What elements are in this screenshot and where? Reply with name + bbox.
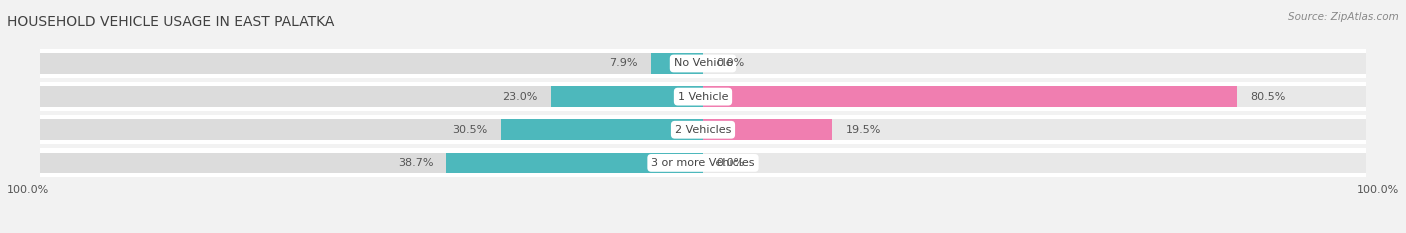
Text: 100.0%: 100.0% — [1357, 185, 1399, 195]
Text: HOUSEHOLD VEHICLE USAGE IN EAST PALATKA: HOUSEHOLD VEHICLE USAGE IN EAST PALATKA — [7, 15, 335, 29]
Text: 2 Vehicles: 2 Vehicles — [675, 125, 731, 135]
Bar — [41, 53, 703, 74]
Bar — [41, 148, 1365, 177]
Text: 80.5%: 80.5% — [1250, 92, 1285, 102]
Text: 7.9%: 7.9% — [609, 58, 637, 69]
Text: 0.0%: 0.0% — [716, 158, 745, 168]
Bar — [41, 153, 703, 173]
Text: 1 Vehicle: 1 Vehicle — [678, 92, 728, 102]
Text: 0.0%: 0.0% — [716, 58, 745, 69]
Bar — [703, 86, 1237, 107]
Bar — [651, 53, 703, 74]
Bar — [41, 49, 1365, 78]
Text: 30.5%: 30.5% — [453, 125, 488, 135]
Text: 23.0%: 23.0% — [502, 92, 537, 102]
Bar — [447, 153, 703, 173]
Bar — [703, 53, 1365, 74]
Bar — [703, 153, 1365, 173]
Bar — [41, 86, 703, 107]
Bar — [501, 120, 703, 140]
Bar — [703, 120, 1365, 140]
Text: 3 or more Vehicles: 3 or more Vehicles — [651, 158, 755, 168]
Bar — [703, 86, 1365, 107]
Bar — [41, 82, 1365, 111]
Bar — [703, 120, 832, 140]
Text: 19.5%: 19.5% — [845, 125, 882, 135]
Bar — [41, 120, 703, 140]
Text: Source: ZipAtlas.com: Source: ZipAtlas.com — [1288, 12, 1399, 22]
Bar — [41, 115, 1365, 144]
Text: No Vehicle: No Vehicle — [673, 58, 733, 69]
Bar — [551, 86, 703, 107]
Text: 38.7%: 38.7% — [398, 158, 433, 168]
Text: 100.0%: 100.0% — [7, 185, 49, 195]
